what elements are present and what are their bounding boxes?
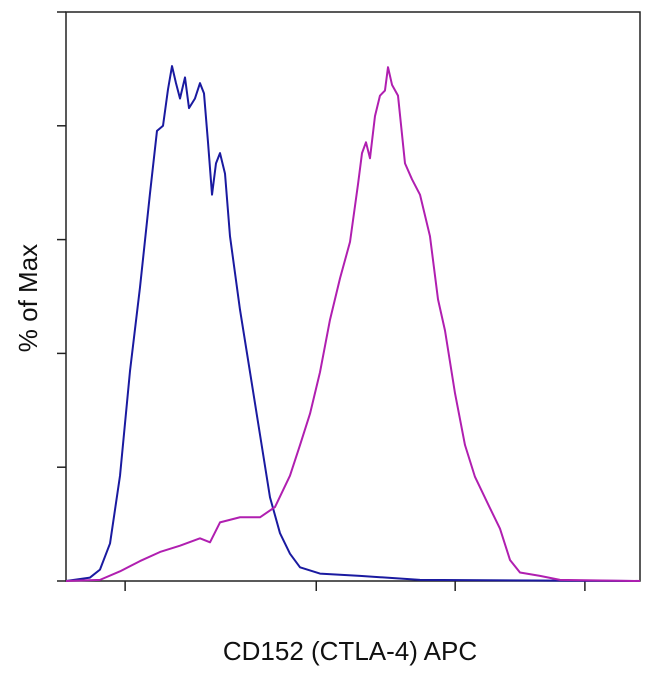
x-axis-label: CD152 (CTLA-4) APC	[223, 636, 477, 666]
histogram-line	[65, 65, 641, 582]
y-axis-label: % of Max	[13, 244, 43, 352]
histogram-line	[65, 66, 641, 582]
plot-frame	[65, 11, 641, 582]
